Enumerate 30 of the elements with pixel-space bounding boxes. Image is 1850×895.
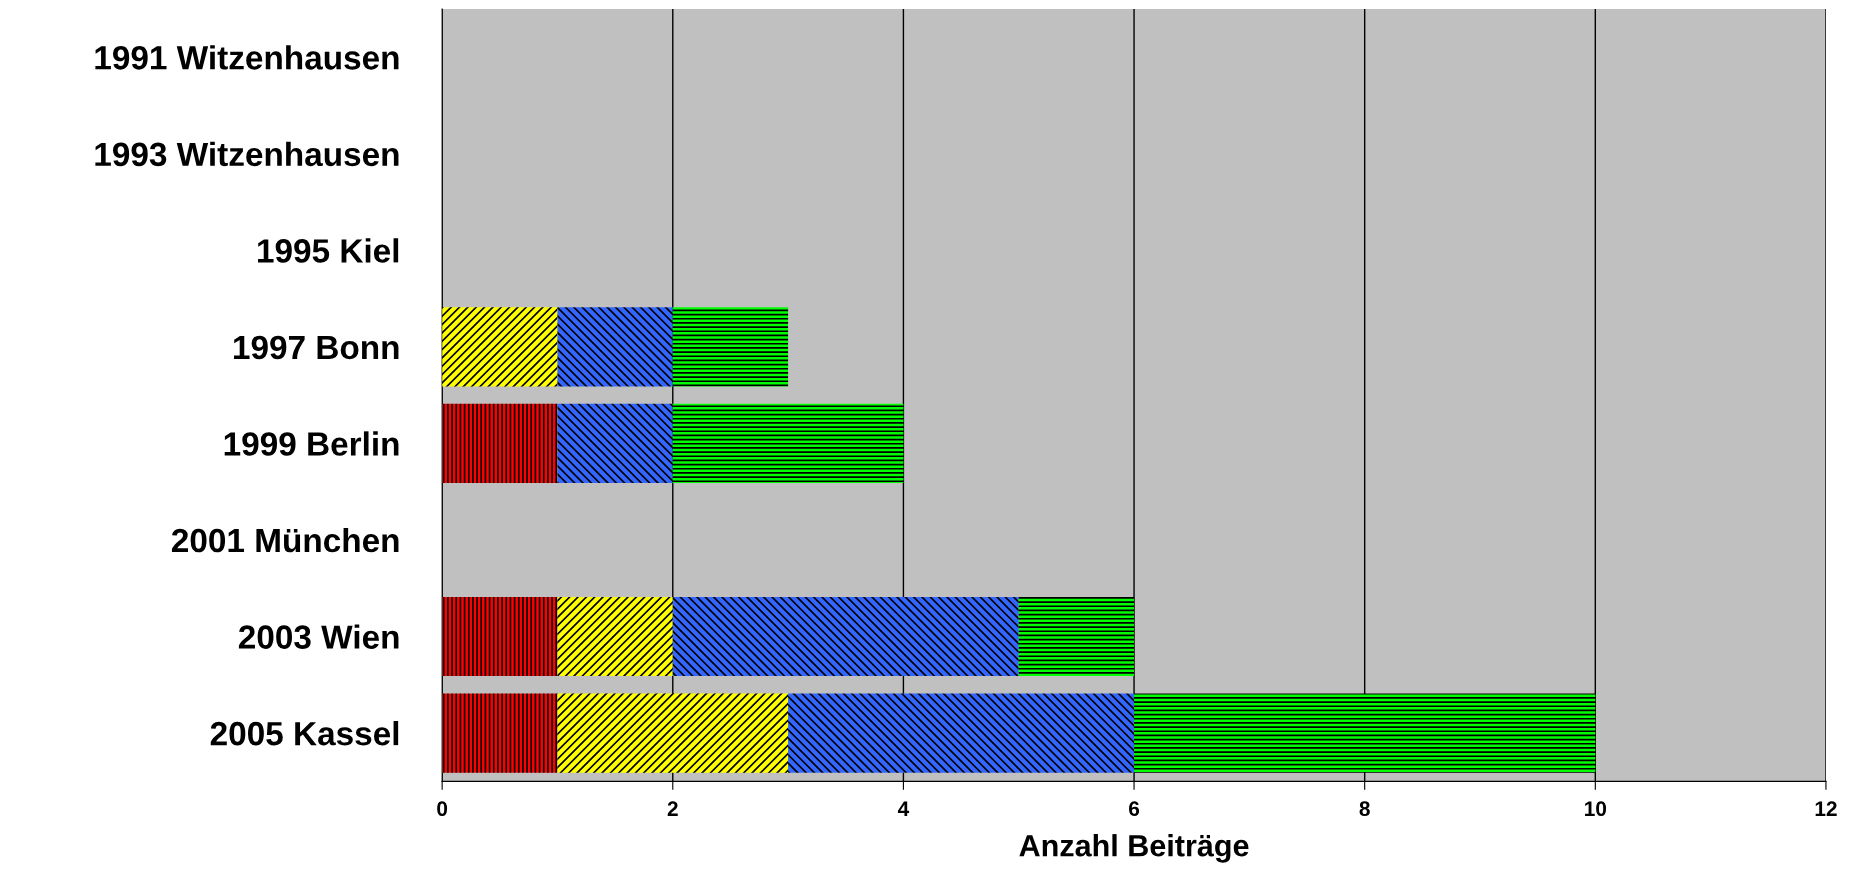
x-tick-label: 2 (667, 801, 678, 816)
x-tick-label: 12 (1815, 801, 1837, 816)
bar (672, 596, 1019, 677)
bar (557, 693, 789, 773)
y-tick-label: 1993 Witzenhausen (95, 141, 399, 167)
bar (1018, 596, 1135, 677)
x-tick-label: 6 (1129, 801, 1140, 817)
bar (557, 307, 673, 387)
x-tick-label: 10 (1585, 801, 1607, 817)
bar (672, 403, 904, 483)
bar (672, 307, 789, 387)
bar (442, 307, 558, 387)
y-tick-label: 2005 Kassel (210, 720, 399, 746)
bar (1134, 693, 1596, 773)
y-tick-label: 2001 München (171, 527, 399, 553)
y-tick-label: 1999 Berlin (224, 431, 399, 456)
bar (442, 596, 558, 677)
bar (442, 403, 558, 483)
x-axis-title: Anzahl Beiträge (1019, 834, 1249, 863)
bar (442, 693, 558, 773)
y-tick-label: 2003 Wien (238, 624, 399, 649)
x-tick-label: 0 (437, 801, 448, 817)
bar (557, 596, 673, 677)
y-tick-label: 1997 Bonn (234, 335, 399, 360)
x-tick-label: 4 (897, 801, 910, 816)
bar (788, 693, 1135, 773)
y-tick-label: 1995 Kiel (258, 238, 399, 263)
y-tick-label: 1991 Witzenhausen (95, 45, 399, 70)
bar (557, 403, 673, 483)
x-tick-label: 8 (1359, 801, 1370, 817)
